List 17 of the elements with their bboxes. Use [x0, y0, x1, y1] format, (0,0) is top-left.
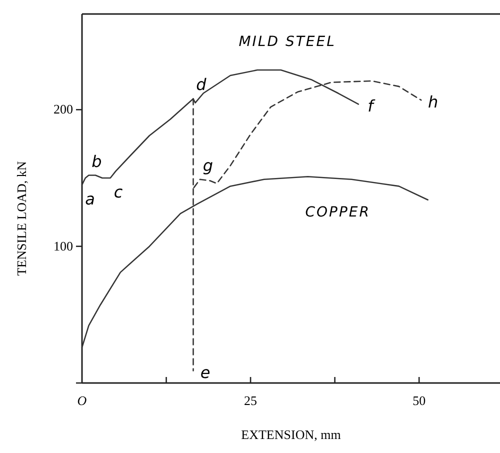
series-label: COPPER [305, 204, 370, 221]
series-label: MILD STEEL [238, 34, 336, 50]
annotation: e [200, 363, 210, 382]
x-tick-label: O [77, 393, 88, 408]
annotation: g [202, 156, 214, 175]
annotation: f [368, 96, 376, 116]
x-axis-title: EXTENSION, mm [241, 427, 341, 442]
annotation: h [428, 92, 438, 112]
y-tick-label: 200 [54, 102, 73, 117]
annotation: b [92, 152, 102, 171]
y-axis-title: TENSILE LOAD, kN [14, 160, 29, 276]
annotation: a [85, 189, 95, 208]
y-tick-label: 100 [54, 238, 73, 254]
annotation: d [196, 75, 208, 94]
annotation: c [114, 182, 123, 202]
x-tick-label: 25 [244, 393, 258, 408]
x-tick-label: 50 [412, 393, 426, 408]
